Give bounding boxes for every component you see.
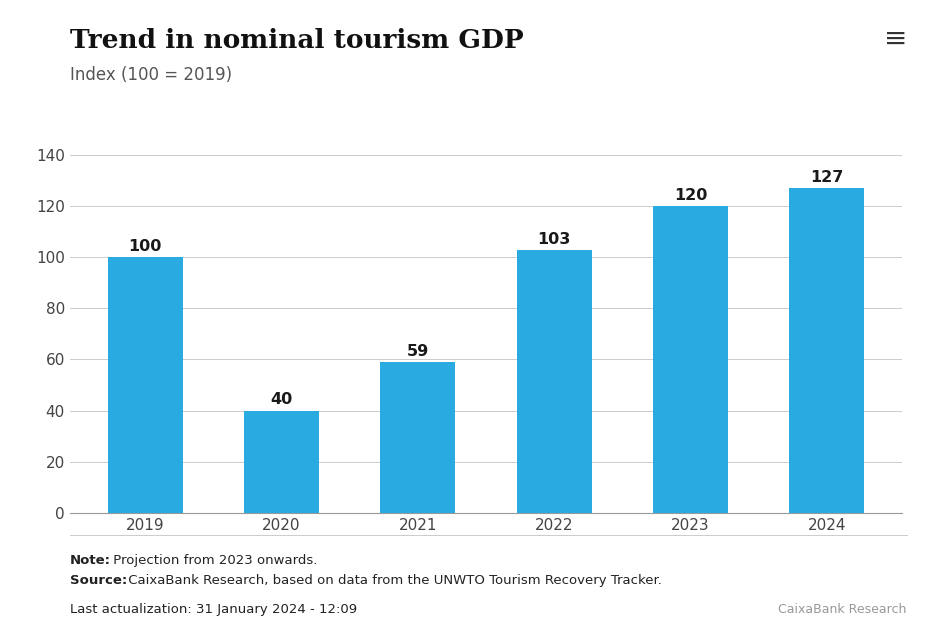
Text: ≡: ≡ [884, 25, 907, 53]
Text: 40: 40 [271, 392, 293, 408]
Bar [108, 257, 182, 513]
Bar [790, 188, 864, 513]
Bar [516, 249, 591, 513]
Text: 120: 120 [673, 188, 707, 203]
Bar [244, 411, 319, 513]
Text: CaixaBank Research, based on data from the UNWTO Tourism Recovery Tracker.: CaixaBank Research, based on data from t… [124, 574, 661, 587]
Text: 59: 59 [406, 344, 429, 359]
Text: CaixaBank Research: CaixaBank Research [778, 603, 907, 616]
Text: Source:: Source: [70, 574, 127, 587]
Bar [653, 206, 728, 513]
Text: 100: 100 [128, 239, 162, 254]
Text: Trend in nominal tourism GDP: Trend in nominal tourism GDP [70, 28, 524, 53]
Bar [380, 362, 456, 513]
Text: 127: 127 [810, 170, 844, 185]
Text: 103: 103 [538, 232, 571, 246]
Text: Projection from 2023 onwards.: Projection from 2023 onwards. [109, 554, 317, 567]
Text: Index (100 = 2019): Index (100 = 2019) [70, 66, 232, 84]
Text: Note:: Note: [70, 554, 111, 567]
Text: Last actualization: 31 January 2024 - 12:09: Last actualization: 31 January 2024 - 12… [70, 603, 357, 616]
